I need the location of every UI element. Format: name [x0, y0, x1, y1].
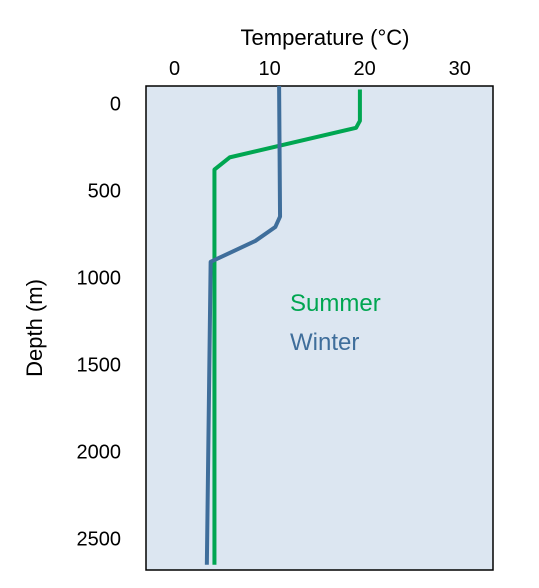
plot-area	[145, 85, 494, 571]
y-tick-labels: 0 500 1000 1500 2000 2500	[77, 93, 122, 550]
y-tick-label: 2500	[77, 529, 122, 551]
x-tick-label: 20	[354, 58, 376, 80]
series-line-summer	[212, 89, 362, 565]
y-tick-label: 1000	[77, 268, 122, 290]
series-lines	[204, 85, 362, 565]
x-tick-labels: 0 10 20 30	[169, 58, 471, 80]
x-tick-label: 0	[169, 58, 180, 80]
legend-entry-summer: Summer	[290, 290, 381, 317]
x-tick-label: 30	[449, 58, 471, 80]
y-tick-label: 0	[110, 93, 121, 115]
y-axis-title: Depth (m)	[22, 279, 47, 377]
x-axis-title: Temperature (°C)	[241, 25, 410, 50]
y-tick-label: 2000	[77, 442, 122, 464]
y-tick-label: 1500	[77, 355, 122, 377]
series-line-winter	[204, 85, 283, 565]
legend: Summer Winter	[290, 290, 381, 356]
legend-entry-winter: Winter	[290, 329, 359, 356]
x-tick-label: 10	[258, 58, 280, 80]
y-tick-label: 500	[88, 180, 121, 202]
